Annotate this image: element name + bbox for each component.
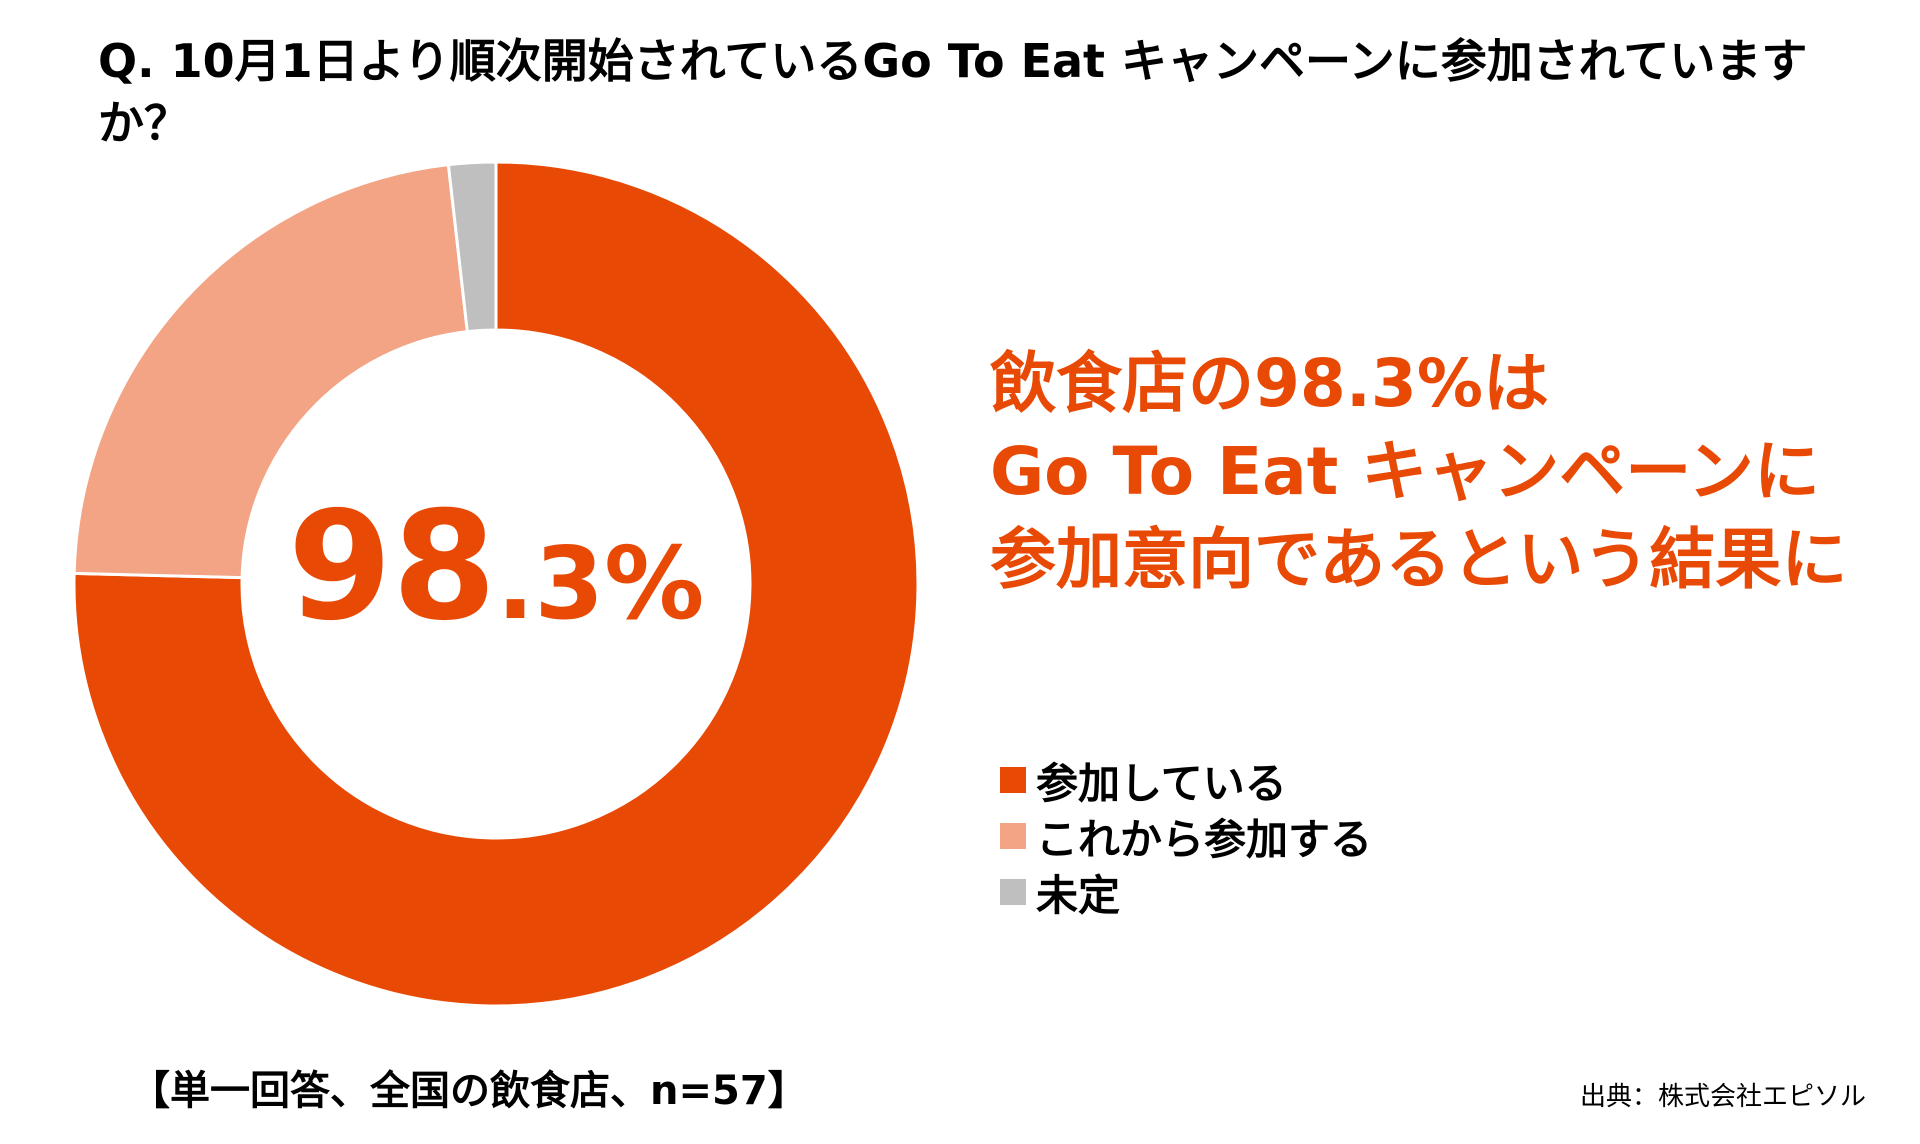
center-percentage-label: 98.3% (288, 480, 705, 654)
headline: 飲食店の98.3%は Go To Eat キャンペーンに 参加意向であるという結… (990, 340, 1910, 604)
question-title: Q. 10月1日より順次開始されているGo To Eat キャンペーンに参加され… (98, 34, 1808, 150)
headline-line-3: 参加意向であるという結果に (990, 521, 1848, 598)
slice-will-participate (72, 163, 469, 580)
donut-slices (72, 160, 920, 1008)
legend-label-undecided: 未定 (1036, 870, 1121, 920)
legend-item-will-participate: これから参加する (1000, 808, 1372, 864)
chart-legend: 参加している これから参加する 未定 (1000, 752, 1372, 920)
legend-item-participating: 参加している (1000, 752, 1372, 808)
center-label-decimal: .3 (496, 525, 604, 642)
headline-line-1: 飲食店の98.3%は (990, 345, 1549, 422)
source-credit: 出典：株式会社エピソル (1580, 1082, 1867, 1112)
legend-swatch-will-participate (1000, 823, 1026, 849)
legend-swatch-participating (1000, 767, 1026, 793)
headline-line-2: Go To Eat キャンペーンに (990, 433, 1820, 510)
legend-swatch-undecided (1000, 879, 1026, 905)
slice-participating (72, 160, 920, 1008)
legend-label-will-participate: これから参加する (1036, 814, 1373, 864)
slice-undecided (446, 160, 498, 334)
sample-footnote: 【単一回答、全国の飲食店、n=57】 (130, 1068, 808, 1114)
center-label-main: 98 (288, 480, 497, 654)
legend-item-undecided: 未定 (1000, 864, 1372, 920)
center-label-unit: % (604, 525, 704, 642)
legend-label-participating: 参加している (1036, 758, 1287, 808)
